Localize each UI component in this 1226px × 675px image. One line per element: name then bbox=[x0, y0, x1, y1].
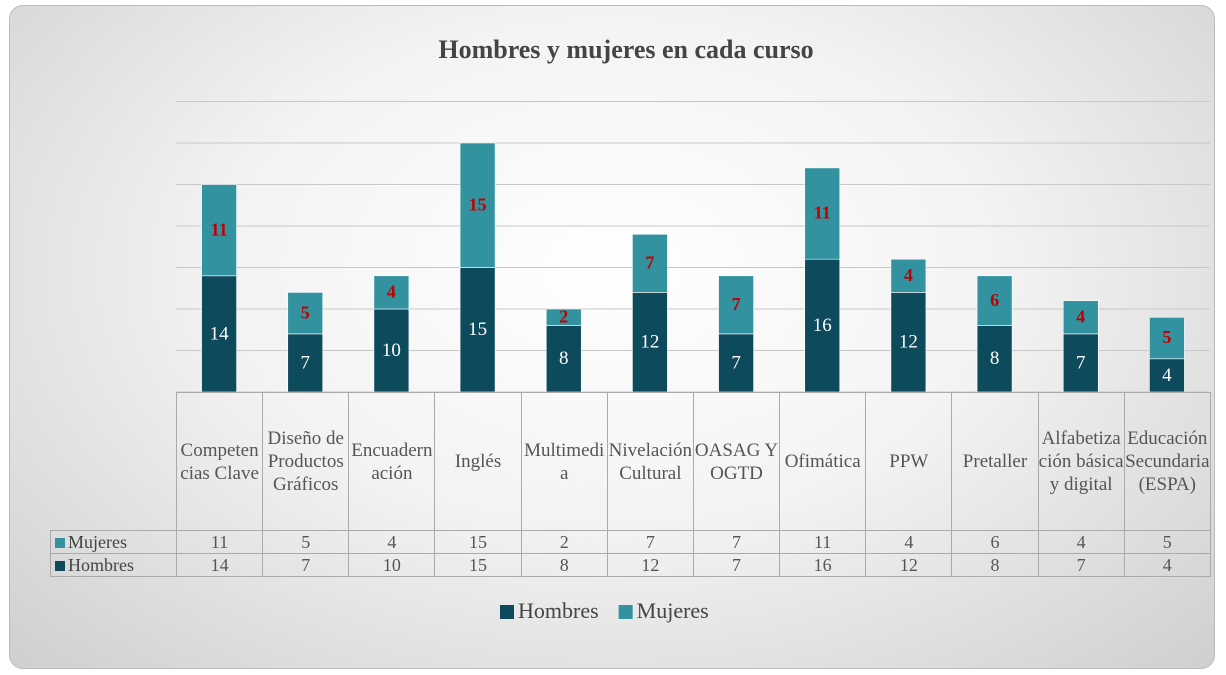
table-value: 7 bbox=[606, 530, 694, 554]
table-value: 7 bbox=[262, 553, 350, 577]
legend-label: Hombres bbox=[518, 598, 599, 623]
bar-segment bbox=[545, 308, 582, 326]
table-value: 7 bbox=[1037, 553, 1125, 577]
table-value: 15 bbox=[434, 553, 522, 577]
data-label: 5 bbox=[1162, 327, 1171, 347]
row-header: Mujeres bbox=[50, 530, 177, 554]
category-label: PPW bbox=[865, 392, 953, 531]
row-header: Hombres bbox=[50, 553, 177, 577]
row-label: Mujeres bbox=[68, 532, 127, 552]
category-label: Competencias Clave bbox=[175, 392, 264, 531]
data-row: Mujeres 11 5 4 15 2 7 7 11 4 6 4 5 bbox=[50, 530, 1211, 554]
table-value: 4 bbox=[1037, 530, 1125, 554]
category-label: Encuadernación bbox=[348, 392, 436, 531]
category-label: OASAG Y OGTD bbox=[692, 392, 781, 531]
data-label: 14 bbox=[210, 323, 230, 344]
data-table: Competencias Clave Diseño de Productos Gr… bbox=[50, 392, 1211, 577]
bar-segment bbox=[1149, 316, 1185, 360]
category-label: Nivelación Cultural bbox=[606, 392, 694, 531]
row-label: Hombres bbox=[68, 555, 134, 575]
data-label: 7 bbox=[732, 294, 741, 314]
table-value: 16 bbox=[779, 553, 867, 577]
table-value: 5 bbox=[262, 530, 350, 554]
table-value: 2 bbox=[520, 530, 608, 554]
table-value: 6 bbox=[951, 530, 1039, 554]
table-value: 15 bbox=[434, 530, 522, 554]
data-label: 4 bbox=[1162, 365, 1172, 386]
bar-segment bbox=[545, 325, 582, 393]
bar-segment bbox=[804, 167, 841, 260]
bar-segment bbox=[287, 333, 324, 393]
data-label: 4 bbox=[1076, 306, 1085, 326]
corner-cell bbox=[50, 392, 177, 531]
data-label: 7 bbox=[1076, 352, 1086, 373]
bar-segment bbox=[632, 234, 668, 293]
data-label: 7 bbox=[731, 352, 741, 373]
table-value: 4 bbox=[1123, 553, 1211, 577]
category-label: Inglés bbox=[434, 392, 522, 531]
data-label: 6 bbox=[990, 290, 999, 310]
data-label: 11 bbox=[211, 219, 228, 239]
data-label: 8 bbox=[559, 348, 569, 369]
data-label: 12 bbox=[640, 332, 659, 353]
bar-segment bbox=[287, 292, 324, 335]
data-label: 2 bbox=[559, 306, 568, 326]
category-label: Educación Secundaria (ESPA) bbox=[1123, 392, 1211, 531]
chart-title: Hombres y mujeres en cada curso bbox=[438, 35, 813, 64]
table-value: 8 bbox=[951, 553, 1039, 577]
table-value: 4 bbox=[348, 530, 436, 554]
table-value: 4 bbox=[865, 530, 953, 554]
bar-segment bbox=[804, 258, 841, 393]
bar-segment bbox=[459, 267, 496, 393]
legend-swatch bbox=[500, 605, 514, 619]
table-value: 7 bbox=[692, 530, 781, 554]
data-label: 15 bbox=[469, 194, 487, 214]
table-value: 7 bbox=[692, 553, 781, 577]
category-label: Alfabetización básica y digital bbox=[1037, 392, 1125, 531]
bar-segment bbox=[373, 275, 410, 310]
table-value: 12 bbox=[606, 553, 694, 577]
table-value: 12 bbox=[865, 553, 953, 577]
data-label: 11 bbox=[814, 203, 831, 223]
data-label: 4 bbox=[387, 282, 396, 302]
legend-swatch bbox=[55, 538, 65, 548]
table-value: 14 bbox=[175, 553, 264, 577]
table-value: 5 bbox=[1123, 530, 1211, 554]
legend-label: Mujeres bbox=[637, 598, 709, 623]
header-row: Competencias Clave Diseño de Productos Gr… bbox=[50, 392, 1211, 531]
table-value: 8 bbox=[520, 553, 608, 577]
bar-segment bbox=[890, 258, 927, 293]
data-row: Hombres 14 7 10 15 8 12 7 16 12 8 7 4 bbox=[50, 553, 1211, 577]
category-label: Multimedia bbox=[520, 392, 608, 531]
data-label: 7 bbox=[301, 352, 311, 373]
legend-swatch bbox=[55, 561, 65, 571]
category-label: Pretaller bbox=[951, 392, 1039, 531]
category-label: Diseño de Productos Gráficos bbox=[262, 392, 350, 531]
bar-segment bbox=[201, 184, 237, 277]
bar-segment bbox=[976, 275, 1013, 326]
data-label: 8 bbox=[990, 348, 1000, 369]
bar-segment bbox=[201, 275, 237, 393]
data-label: 5 bbox=[301, 302, 310, 322]
table-value: 11 bbox=[175, 530, 264, 554]
bar-segment bbox=[976, 325, 1013, 393]
bar-segment bbox=[459, 142, 496, 268]
table-value: 10 bbox=[348, 553, 436, 577]
data-label: 10 bbox=[382, 340, 401, 361]
legend-swatch bbox=[618, 605, 633, 619]
category-label: Ofimática bbox=[779, 392, 867, 531]
bar-segment bbox=[1062, 300, 1099, 335]
data-label: 16 bbox=[813, 315, 832, 336]
data-label: 12 bbox=[899, 332, 918, 353]
bar-segment bbox=[718, 275, 754, 335]
bar-segment bbox=[718, 333, 754, 393]
data-label: 15 bbox=[468, 319, 487, 340]
table-value: 11 bbox=[779, 530, 867, 554]
data-label: 4 bbox=[904, 265, 913, 285]
data-label: 7 bbox=[645, 252, 654, 272]
